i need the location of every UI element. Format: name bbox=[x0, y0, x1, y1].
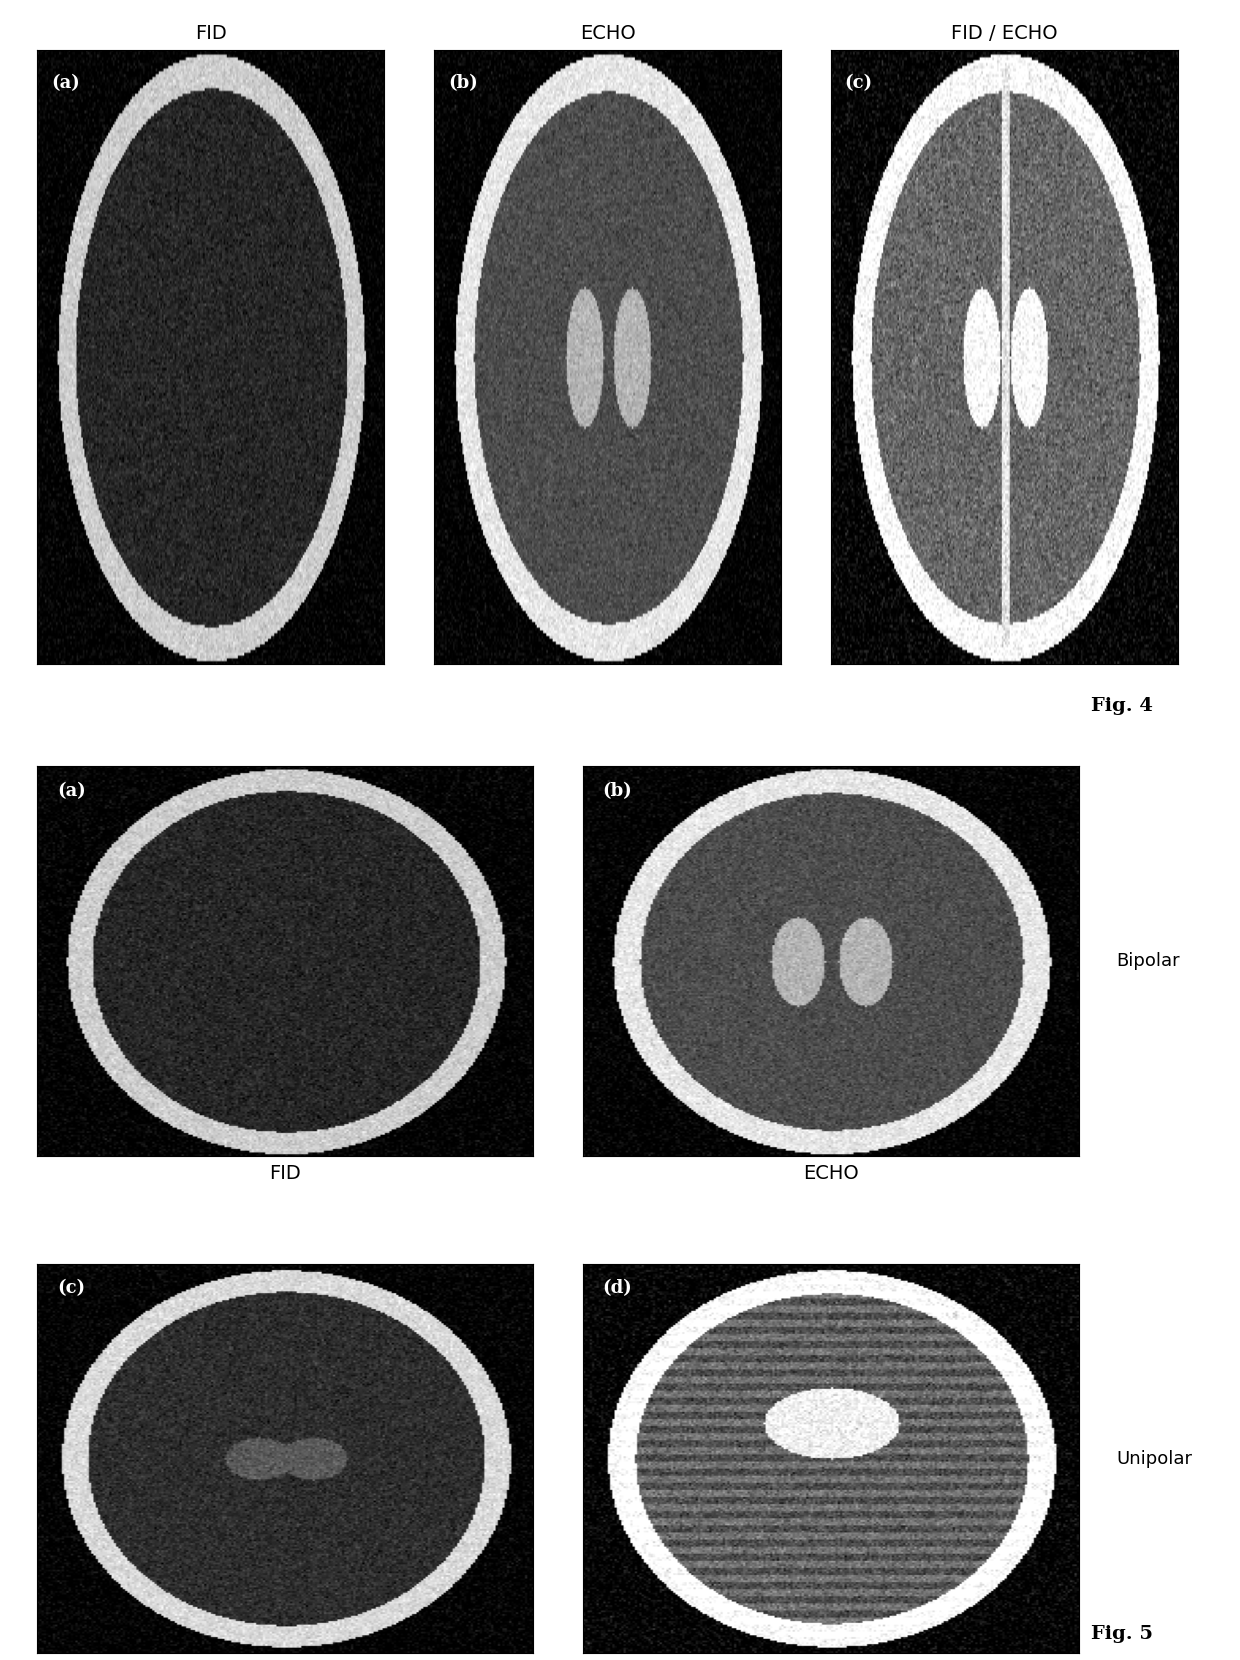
Text: Fig. 4: Fig. 4 bbox=[1091, 697, 1153, 715]
Text: (d): (d) bbox=[603, 1280, 632, 1298]
Title: FID: FID bbox=[195, 23, 227, 43]
Text: (c): (c) bbox=[844, 75, 873, 93]
Text: Fig. 5: Fig. 5 bbox=[1091, 1625, 1153, 1643]
Text: (b): (b) bbox=[603, 782, 632, 800]
Text: ECHO: ECHO bbox=[804, 1164, 858, 1184]
Text: (c): (c) bbox=[57, 1280, 86, 1298]
Text: (a): (a) bbox=[51, 75, 79, 93]
Text: Unipolar: Unipolar bbox=[1116, 1449, 1192, 1467]
Text: FID: FID bbox=[269, 1164, 301, 1184]
Title: FID / ECHO: FID / ECHO bbox=[951, 23, 1058, 43]
Text: (b): (b) bbox=[448, 75, 477, 93]
Text: (a): (a) bbox=[57, 782, 86, 800]
Title: ECHO: ECHO bbox=[580, 23, 635, 43]
Text: Bipolar: Bipolar bbox=[1116, 953, 1179, 969]
